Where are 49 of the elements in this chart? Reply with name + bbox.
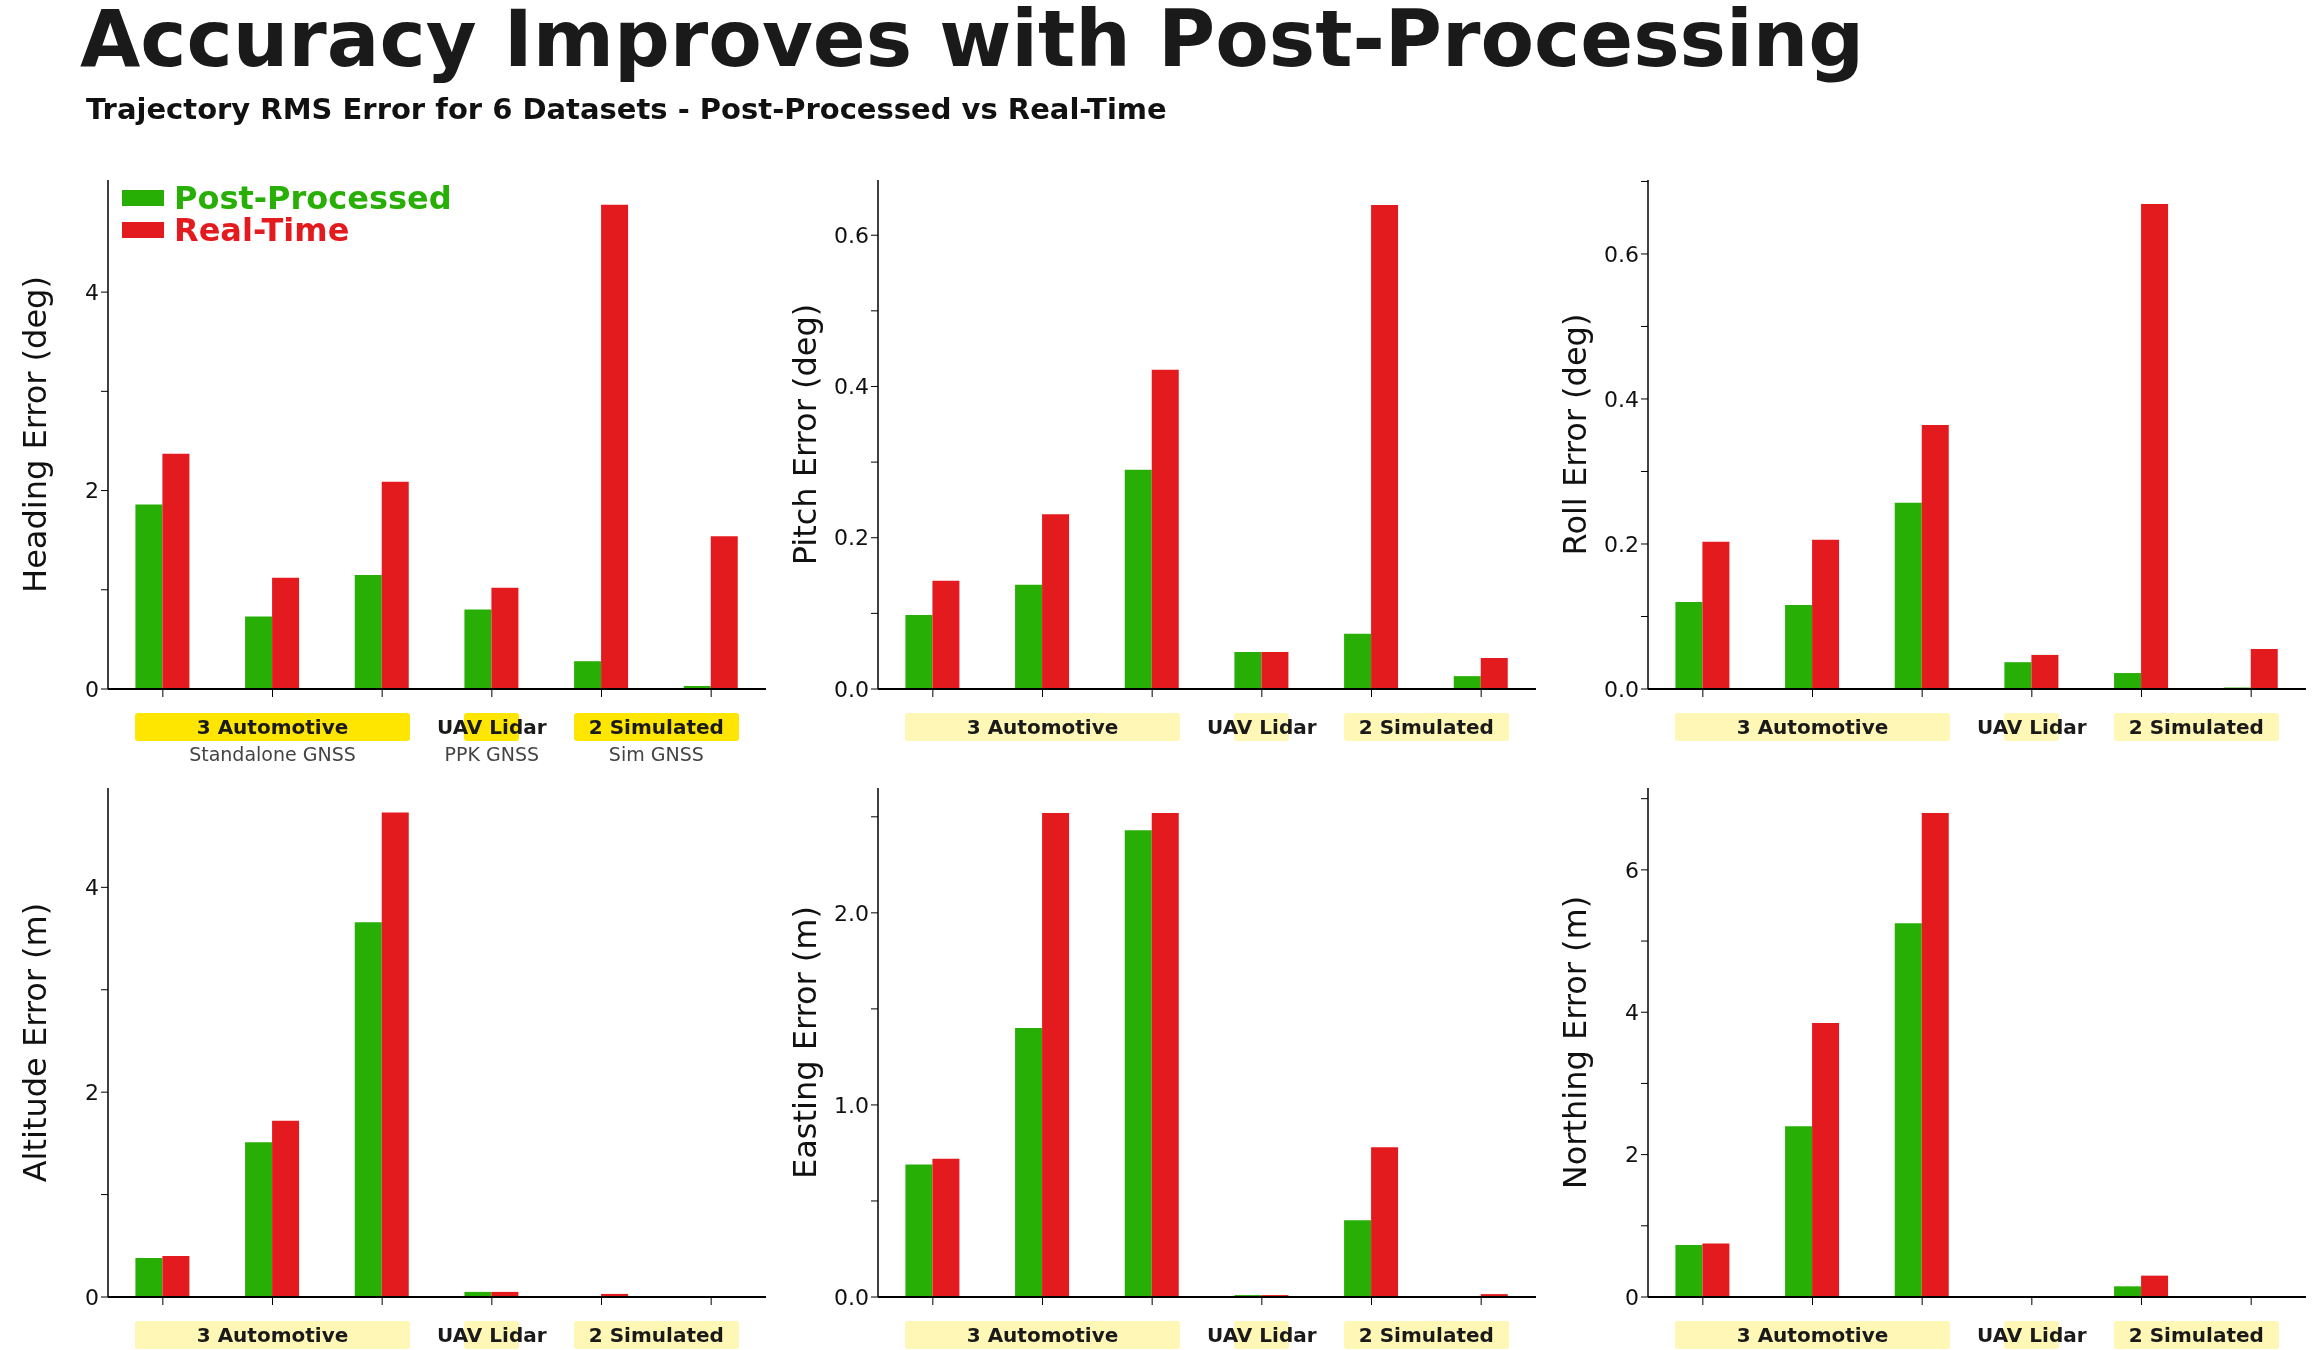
text: UAV Lidar [1977,715,2087,739]
text: PPK GNSS [444,743,540,765]
y-tick-label: 4 [85,875,99,901]
text: 2 Simulated [588,1323,724,1347]
text: 3 Automotive [965,715,1120,739]
y-tick-label: 6 [1625,857,1639,883]
y-axis-title: Easting Error (m) [786,905,825,1180]
text: 2 Simulated [2128,1323,2264,1347]
y-tick-label: 0.4 [1604,386,1639,412]
y-axis-title: Roll Error (deg) [1556,313,1595,556]
y-tick-label: 0.0 [1604,676,1639,702]
text: Accuracy Improves with Post-Processing [80,0,1865,84]
text: 3 Automotive [195,715,350,739]
text: UAV Lidar [437,1323,547,1347]
text: 2 Simulated [588,715,724,739]
y-tick-label: 0.6 [1604,241,1639,267]
y-tick-label: 0 [85,676,99,702]
text: 2 Simulated [2128,715,2264,739]
y-tick-label: 2 [85,478,99,504]
text: 3 Automotive [1735,715,1890,739]
y-tick-label: 0.0 [834,1284,869,1310]
y-tick-label: 2.0 [834,900,869,926]
text: UAV Lidar [1977,1323,2087,1347]
y-tick-label: 0.0 [834,676,869,702]
y-tick-label: 0.6 [834,222,869,248]
y-tick-label: 0 [85,1284,99,1310]
y-axis-title: Altitude Error (m) [16,902,55,1183]
text: 3 Automotive [965,1323,1120,1347]
y-tick-label: 0.2 [834,525,869,551]
text: UAV Lidar [1207,1323,1317,1347]
chart-subtitle: Trajectory RMS Error for 6 Datasets - Post-Processed vs Real-Time [86,92,1167,126]
y-tick-label: 0 [1625,1284,1639,1310]
text: 3 Automotive [1735,1323,1890,1347]
y-tick-label: 2 [85,1079,99,1105]
y-tick-label: 2 [1625,1142,1639,1168]
y-tick-label: 0.2 [1604,531,1639,557]
y-tick-label: 4 [1625,999,1639,1025]
text: 3 Automotive [195,1323,350,1347]
text: 2 Simulated [1358,1323,1494,1347]
y-tick-label: 1.0 [834,1092,869,1118]
text: 2 Simulated [1358,715,1494,739]
text: UAV Lidar [1207,715,1317,739]
y-tick-label: 4 [85,279,99,305]
text: Sim GNSS [608,743,704,765]
y-tick-label: 0.4 [834,374,869,400]
y-axis-title: Heading Error (deg) [16,276,55,593]
text: Standalone GNSS [188,743,357,765]
y-axis-title: Northing Error (m) [1556,895,1595,1190]
y-axis-title: Pitch Error (deg) [786,303,825,566]
